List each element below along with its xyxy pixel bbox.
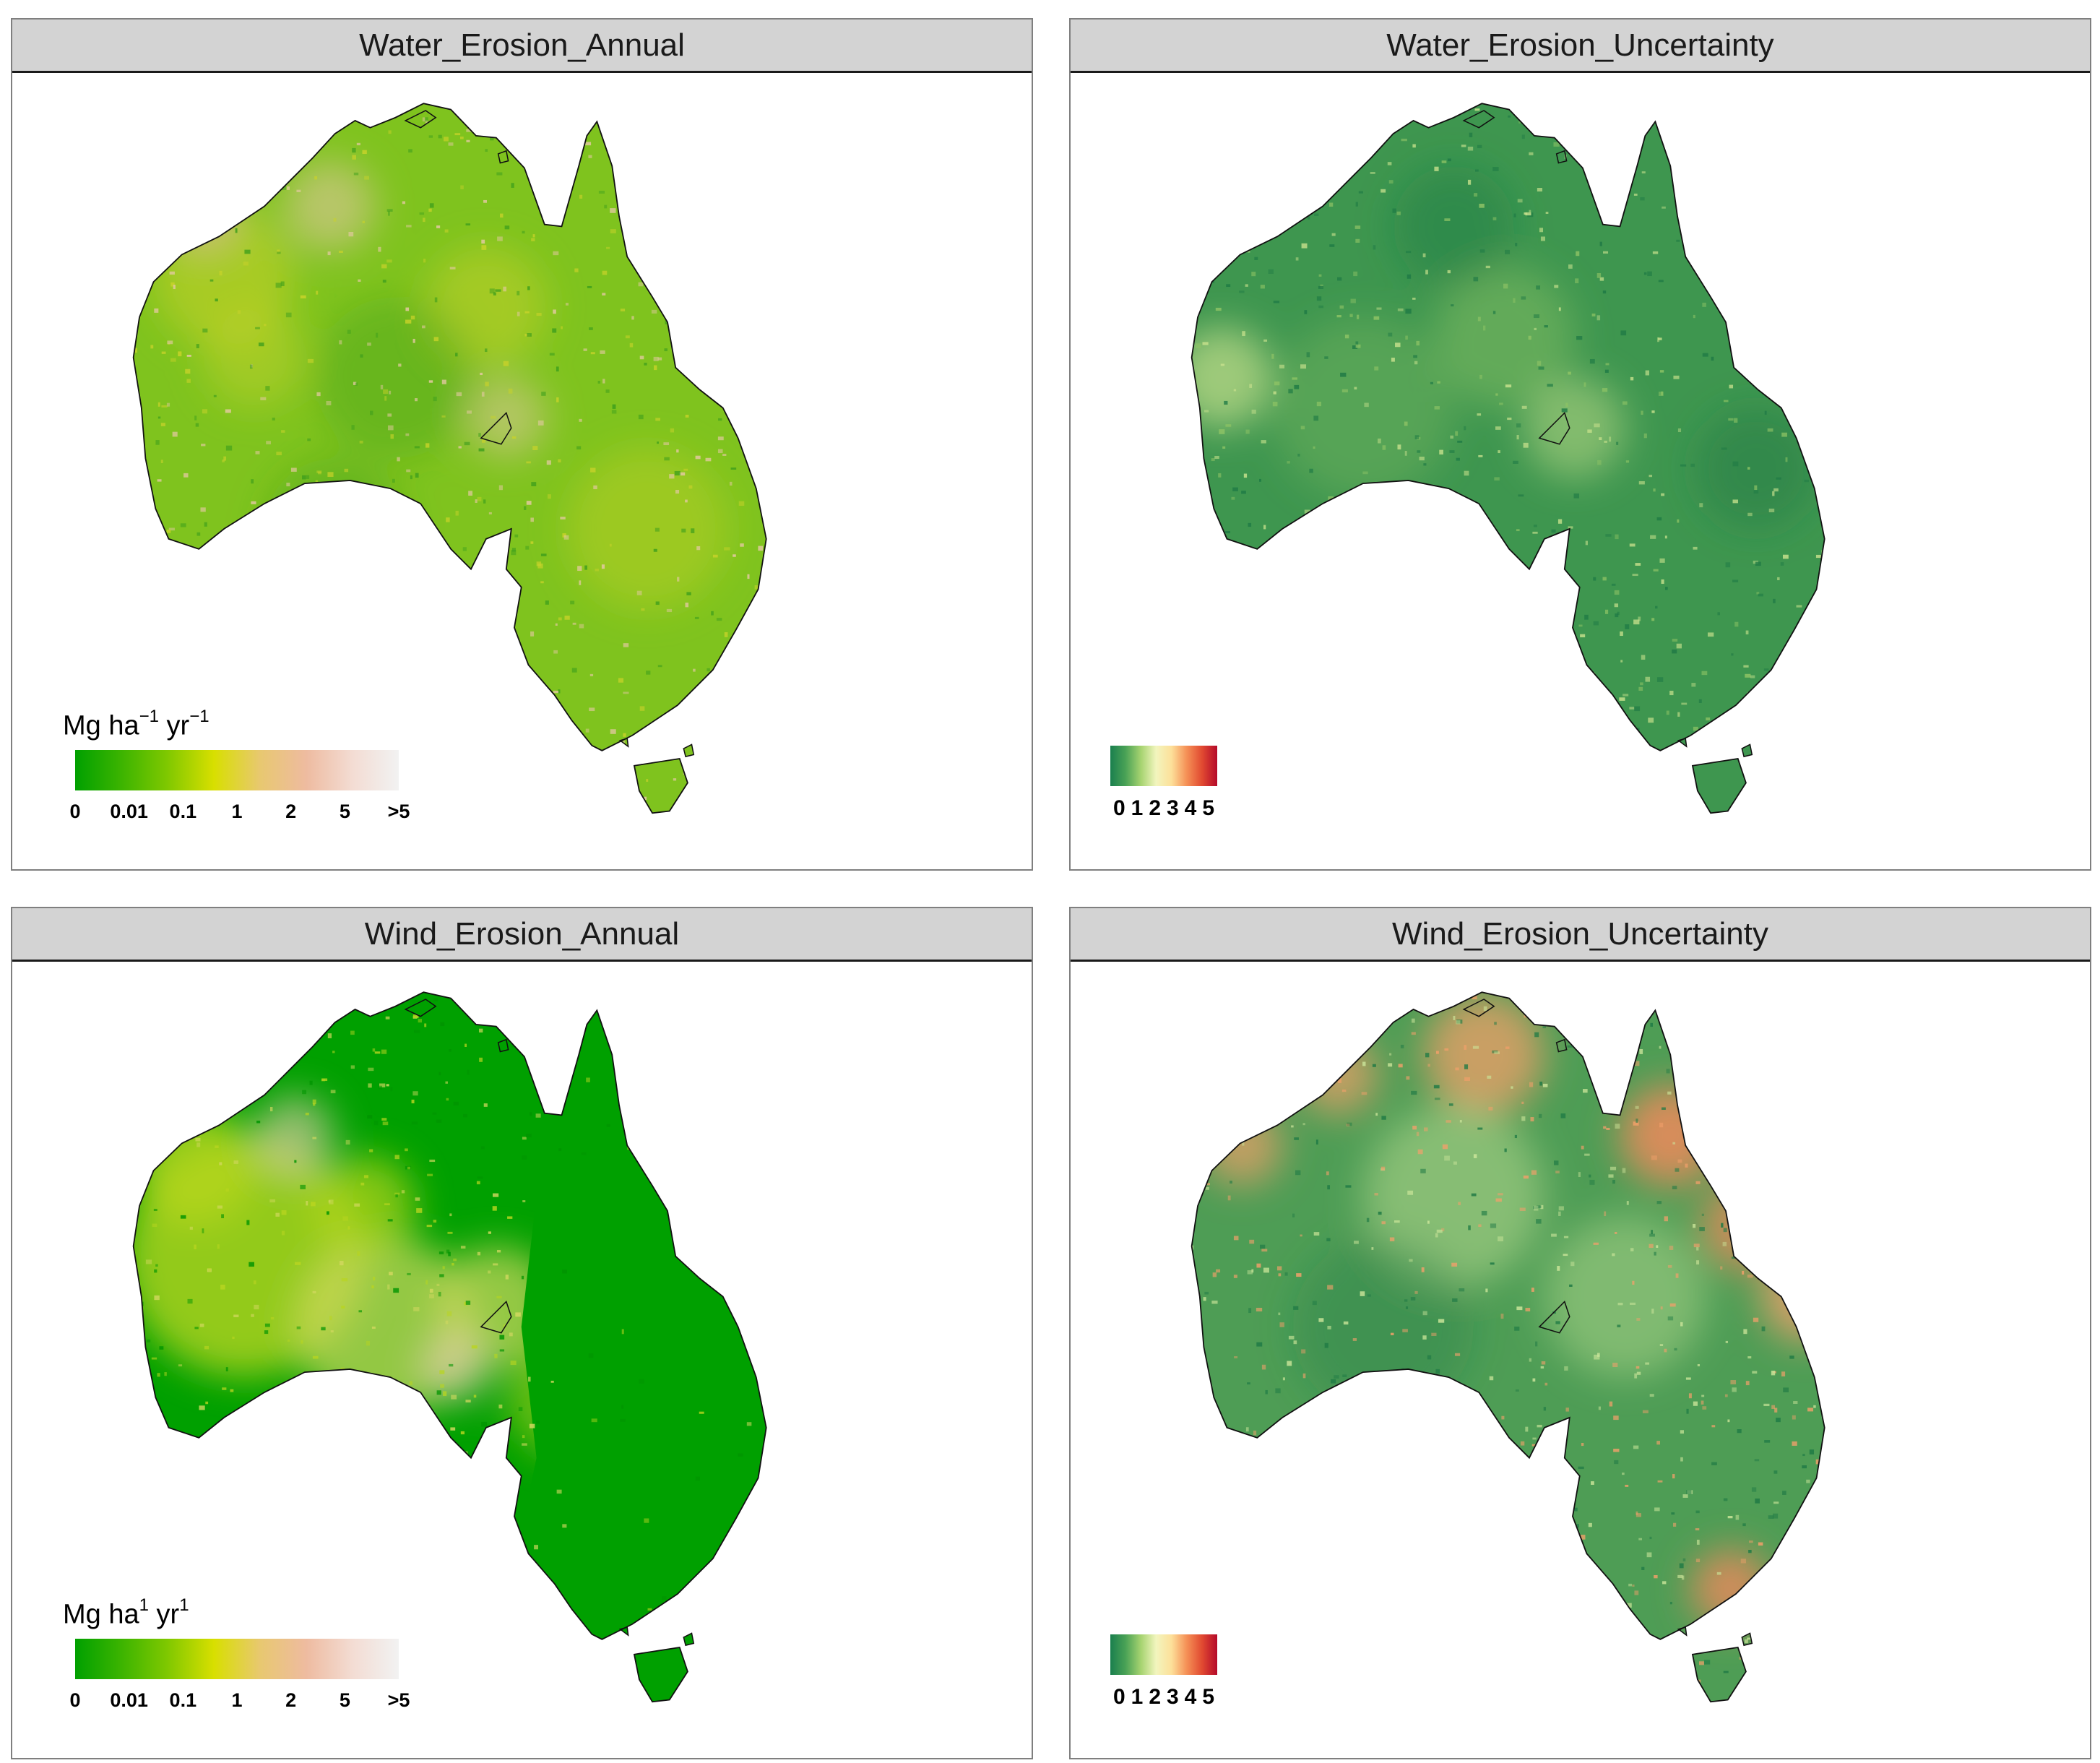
legend-tick-label: 1 [1131, 796, 1144, 820]
panel-title: Wind_Erosion_Uncertainty [1071, 908, 2090, 962]
legend-tick-label: >5 [387, 1689, 410, 1711]
legend-tick-label: 0 [1112, 796, 1125, 820]
legend-tick-label: 0 [69, 1689, 81, 1711]
legend-title: Mg ha1 yr1 [63, 1595, 189, 1630]
legend-tick-label: 1 [231, 801, 243, 822]
legend-tick-label: 0.1 [169, 801, 197, 822]
australia-map [1191, 991, 1825, 1703]
legend-tick-label: 0.1 [169, 1689, 197, 1711]
legend-tick-label: 5 [339, 1689, 350, 1711]
legend-color-bar [1110, 746, 1217, 786]
legend-color-bar [75, 1639, 399, 1679]
legend-tick-label: 4 [1184, 1685, 1197, 1709]
legend-color-bar [75, 750, 399, 790]
legend-tick-label: 0.01 [110, 801, 148, 822]
legend-tick-label: 5 [339, 801, 350, 822]
panel-title: Water_Erosion_Annual [12, 20, 1032, 73]
legend-tick-label: 4 [1184, 796, 1197, 820]
legend-tick-label: 2 [285, 1689, 297, 1711]
australia-map [1191, 103, 1825, 814]
legend: Mg ha−1 yr−1 0 0.01 0.1 1 2 5 >5 [63, 707, 438, 832]
legend-tick-label: 5 [1202, 796, 1214, 820]
panel-title: Water_Erosion_Uncertainty [1071, 20, 2090, 73]
legend-tick-label: 0 [69, 801, 81, 822]
legend-tick-label: 0 [1112, 1685, 1125, 1709]
australia-map [132, 103, 767, 814]
legend-tick-label: 2 [1149, 796, 1161, 820]
legend-tick-label: 2 [285, 801, 297, 822]
legend-tick-label: 3 [1166, 1685, 1179, 1709]
legend-color-bar [1110, 1634, 1217, 1675]
legend-tick-label: 1 [1131, 1685, 1144, 1709]
australia-map [132, 991, 767, 1703]
panel-water-erosion-annual: Water_Erosion_Annual Mg ha−1 yr−1 0 0.01 0… [11, 18, 1033, 871]
legend: Mg ha1 yr1 0 0.01 0.1 1 2 5 >5 [63, 1595, 438, 1721]
panel-wind-erosion-annual: Wind_Erosion_Annual Mg ha1 yr1 0 0.01 0.1 1… [11, 907, 1033, 1759]
panel-title: Wind_Erosion_Annual [12, 908, 1032, 962]
legend-tick-label: 5 [1202, 1685, 1214, 1709]
legend-title: Mg ha−1 yr−1 [63, 707, 209, 741]
legend-tick-label: 0.01 [110, 1689, 148, 1711]
legend-tick-label: 2 [1149, 1685, 1161, 1709]
legend-tick-label: 1 [231, 1689, 243, 1711]
legend-tick-label: >5 [387, 801, 410, 822]
legend-tick-label: 3 [1166, 796, 1179, 820]
